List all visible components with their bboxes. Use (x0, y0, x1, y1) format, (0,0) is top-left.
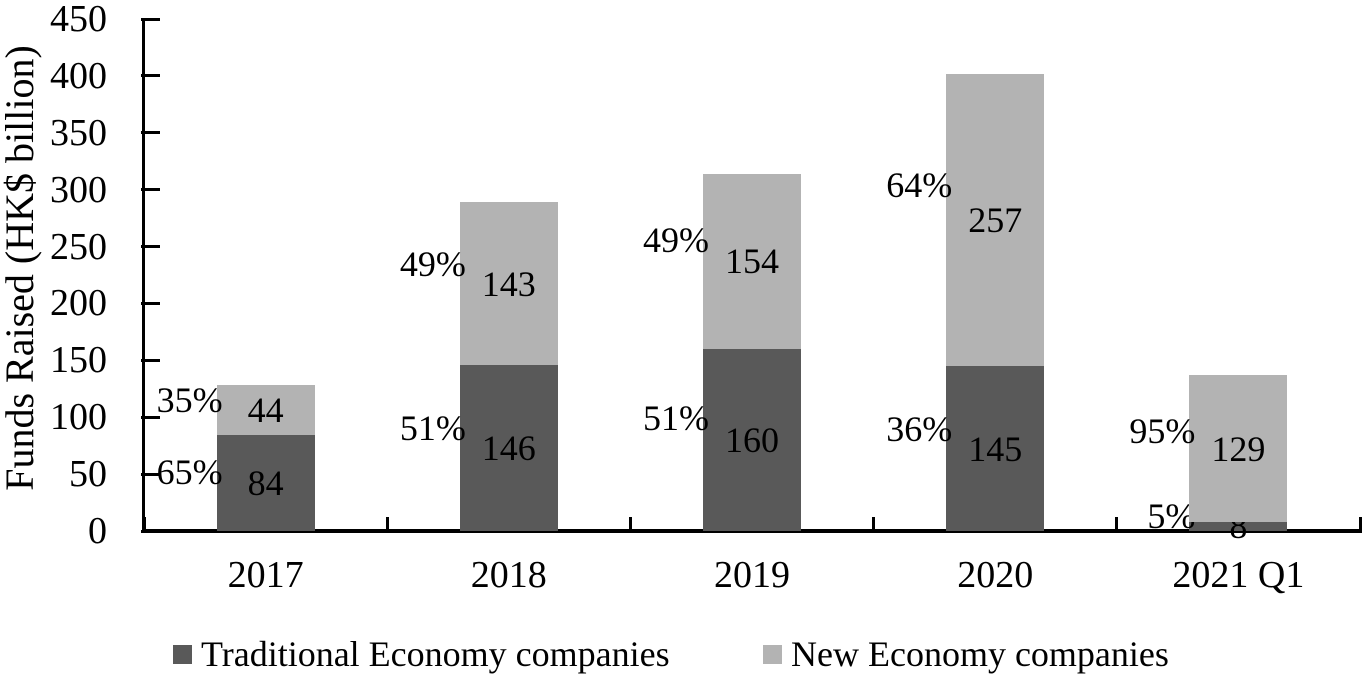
value-label: 154 (725, 241, 779, 282)
category-label-2019: 2019 (714, 554, 790, 596)
value-label: 145 (968, 428, 1023, 469)
value-label: 257 (968, 199, 1023, 240)
y-tick (141, 17, 160, 21)
value-label: 44 (247, 390, 284, 431)
bar-segment-new-2017 (216, 385, 315, 436)
y-tick-label: 200 (50, 282, 107, 325)
y-tick (141, 415, 160, 419)
y-tick-label: 450 (50, 0, 107, 40)
category-label-2020: 2020 (957, 554, 1034, 596)
y-tick-label: 100 (50, 396, 107, 439)
legend-item-traditional-economy: Traditional Economy companies (173, 634, 670, 674)
bar-segment-traditional-2018 (459, 364, 558, 531)
bar-segment-traditional-2021 Q1 (1189, 521, 1288, 531)
bar-segment-traditional-2020 (946, 366, 1045, 531)
percent-label: 5% (1147, 496, 1196, 537)
value-label: 84 (247, 463, 284, 504)
legend-label-traditional: Traditional Economy companies (201, 634, 670, 674)
y-tick (141, 472, 160, 476)
category-label-2017: 2017 (227, 554, 304, 596)
category-label-2021 Q1: 2021 Q1 (1172, 554, 1305, 596)
percent-label: 51% (399, 408, 466, 448)
legend-label-new: New Economy companies (791, 634, 1169, 674)
bar-segment-new-2021 Q1 (1189, 375, 1288, 522)
bar-segment-traditional-2019 (703, 348, 801, 531)
bar-segment-new-2020 (946, 73, 1045, 367)
value-label: 129 (1211, 428, 1266, 469)
x-axis-line (142, 529, 1362, 533)
y-tick-label: 50 (69, 453, 107, 496)
percent-label: 51% (643, 398, 709, 439)
value-label: 146 (481, 427, 536, 468)
y-tick-label: 400 (50, 54, 107, 97)
y-tick-label: 0 (88, 510, 107, 552)
bar-segment-traditional-2017 (216, 435, 315, 531)
percent-label: 35% (156, 380, 223, 421)
legend-swatch-traditional-icon (173, 644, 192, 664)
x-tick (1115, 517, 1119, 531)
x-tick (385, 517, 389, 531)
bar-segment-new-2019 (703, 173, 801, 349)
y-tick-label: 150 (50, 339, 107, 382)
value-label: 160 (725, 419, 779, 460)
category-label-2018: 2018 (470, 554, 547, 596)
y-tick (141, 188, 160, 192)
y-tick-label: 250 (50, 225, 107, 268)
y-tick (141, 358, 160, 362)
bar-segment-new-2018 (459, 202, 558, 365)
y-tick (141, 131, 160, 135)
percent-label: 64% (886, 164, 953, 205)
x-tick (872, 517, 876, 531)
percent-label: 49% (643, 220, 709, 261)
y-tick (141, 301, 160, 305)
x-tick (628, 517, 632, 531)
y-tick-label: 350 (50, 111, 107, 154)
percent-label: 36% (886, 408, 953, 449)
x-tick (1358, 517, 1362, 531)
legend-item-new-economy: New Economy companies (763, 634, 1169, 674)
percent-label: 65% (156, 451, 223, 492)
legend-swatch-new-icon (763, 644, 782, 664)
y-tick (141, 74, 160, 78)
y-tick (141, 245, 160, 249)
percent-label: 95% (1129, 410, 1196, 451)
y-tick-label: 300 (50, 168, 107, 211)
percent-label: 49% (399, 244, 466, 284)
y-axis-line (142, 19, 145, 533)
value-label: 143 (481, 263, 536, 304)
